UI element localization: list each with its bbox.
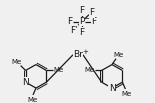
Text: +: +: [82, 49, 88, 55]
Text: Me: Me: [27, 97, 37, 103]
Text: F: F: [79, 6, 85, 15]
Text: Me: Me: [121, 91, 131, 97]
Text: N: N: [109, 84, 115, 93]
Text: Me: Me: [114, 52, 124, 58]
Text: F: F: [79, 28, 85, 37]
Text: Br: Br: [73, 50, 83, 59]
Text: F: F: [91, 17, 97, 26]
Text: F: F: [70, 26, 76, 35]
Text: F: F: [67, 17, 73, 26]
Text: N: N: [22, 78, 29, 87]
Text: Me: Me: [84, 67, 95, 73]
Text: Me: Me: [11, 59, 22, 65]
Text: F: F: [89, 8, 95, 17]
Text: −: −: [83, 16, 89, 22]
Text: Me: Me: [53, 67, 64, 73]
Text: P: P: [79, 17, 85, 26]
